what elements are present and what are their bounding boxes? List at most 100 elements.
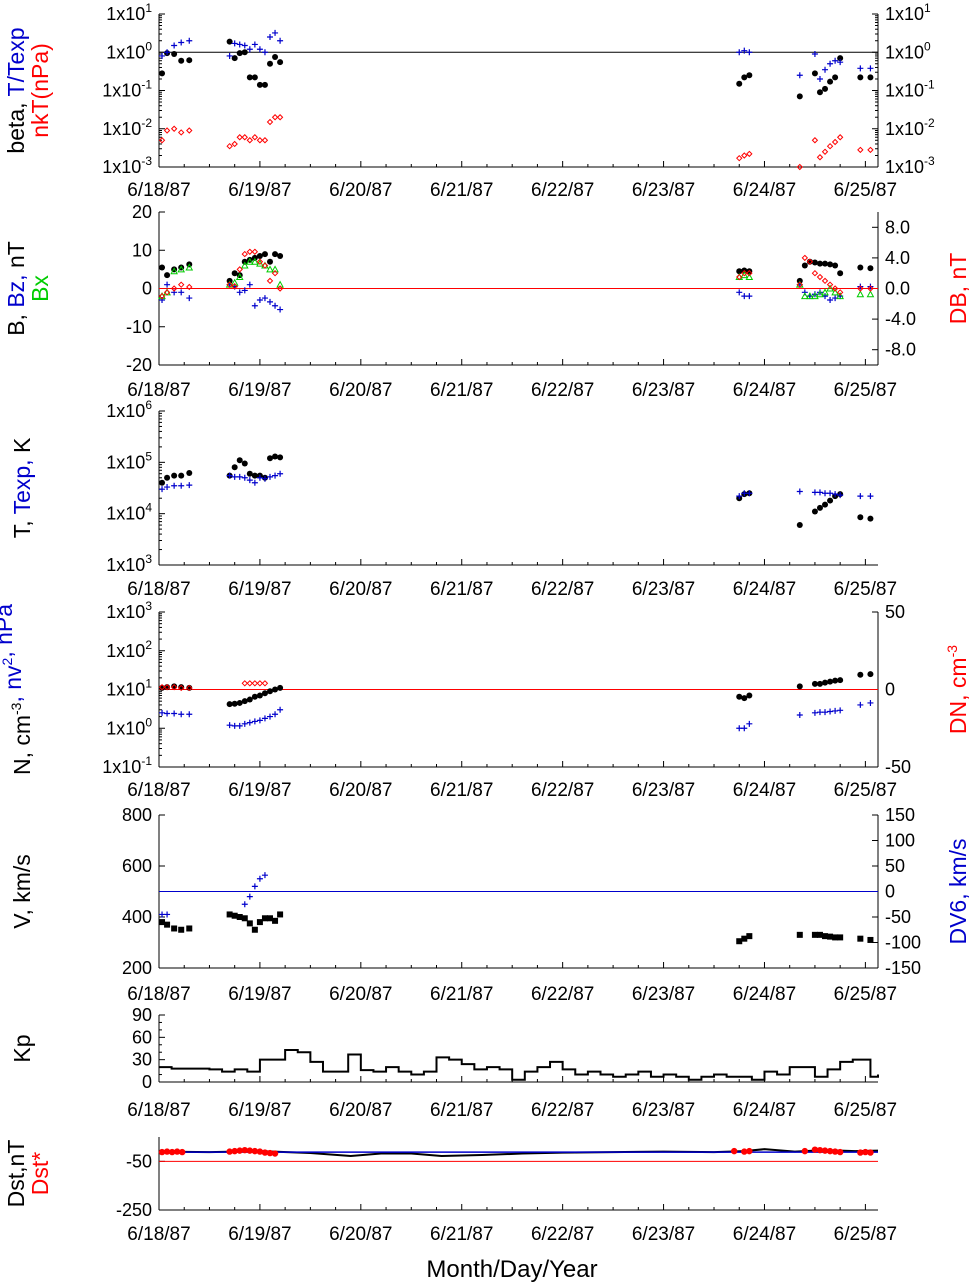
data-point [158,292,166,300]
data-point [236,134,243,141]
x-axis-title: Month/Day/Year [426,1256,597,1283]
x-tick-label: 6/20/87 [329,1100,392,1121]
data-point [272,453,279,460]
data-point [826,142,834,150]
data-point [741,725,748,732]
data-point [867,671,874,678]
y-axis-label: V, km/s [9,854,35,929]
data-point [246,137,254,144]
data-point [827,261,834,268]
x-tick-label: 6/25/87 [834,180,897,201]
data-point [272,302,279,309]
data-point [170,125,178,132]
x-tick-label: 6/24/87 [733,984,796,1005]
data-point [736,289,743,296]
x-tick-label: 6/21/87 [430,1224,493,1245]
y-tick-label: 1x10-3 [102,154,152,177]
data-point [827,490,834,497]
data-point [178,926,185,933]
data-point [236,41,243,48]
data-point [826,284,834,292]
data-point [236,50,243,57]
data-point [826,281,834,288]
x-tick-label: 6/22/87 [531,579,594,600]
y-tick-label: 0 [142,279,152,299]
data-point [267,915,274,922]
y-axis-label: Bx [27,275,53,302]
x-tick-label: 6/25/87 [834,1100,897,1121]
x-tick-label: 6/22/87 [531,180,594,201]
data-point [241,901,248,908]
data-point [857,264,864,271]
data-point [867,146,874,154]
data-point [736,80,743,87]
x-tick-label: 6/23/87 [632,984,695,1005]
data-point [186,469,193,476]
data-point [822,85,829,92]
data-point [741,152,748,159]
data-point [741,47,748,54]
x-tick-label: 6/18/87 [127,984,190,1005]
y-tick-label: -10 [126,317,152,337]
data-point [267,258,274,265]
x-tick-label: 6/22/87 [531,780,594,801]
data-point [164,272,171,279]
y-tick-label: 800 [122,805,152,825]
y-axis-label: N, cm-3, nv2, nPa [0,604,35,775]
data-point [251,74,258,81]
data-point [811,709,818,716]
x-tick-label: 6/22/87 [531,380,594,401]
data-point [236,1147,243,1154]
data-point [796,711,803,718]
data-point [821,288,829,296]
data-point [827,708,834,715]
data-point [831,285,839,292]
panel-density: 6/18/87 6/19/87 6/20/87 6/21/87 6/22/87 6/23/… [0,599,971,801]
data-point [816,709,823,716]
x-tick-label: 6/21/87 [430,579,493,600]
data-point [822,709,829,716]
x-tick-label: 6/25/87 [834,380,897,401]
right-y-tick-label: 1x101 [885,1,931,24]
x-tick-label: 6/20/87 [329,380,392,401]
data-point [746,269,753,277]
y-tick-label: 1x104 [106,501,152,524]
y-tick-label: 30 [132,1050,152,1070]
data-point [806,258,814,265]
data-point [261,295,268,302]
data-point [741,695,748,702]
x-tick-label: 6/24/87 [733,579,796,600]
data-point [186,37,193,44]
y-tick-label: 90 [132,1005,152,1025]
x-tick-label: 6/23/87 [632,1224,695,1245]
right-y-tick-label: 0 [885,680,895,700]
data-point [170,285,178,292]
data-point [261,872,268,879]
data-point [236,699,243,706]
data-point [266,265,274,273]
data-point [746,933,753,940]
data-point [177,684,185,692]
data-point [158,137,166,144]
data-point [796,931,803,938]
y-axis-label: B, Bz, nT [3,241,29,336]
data-point [159,264,166,271]
data-point [246,74,253,81]
data-point [801,1147,809,1155]
data-point [806,292,814,300]
data-point [811,137,819,144]
data-point [811,259,818,266]
data-point [231,700,238,707]
data-point [796,522,803,529]
data-point [867,936,874,943]
data-point [246,1147,254,1154]
data-point [164,49,171,56]
data-point [246,281,253,288]
data-point [256,252,263,259]
data-point [173,1148,181,1155]
x-tick-label: 6/25/87 [834,984,897,1005]
data-point [867,265,874,272]
data-point [241,474,248,481]
data-point [171,51,178,58]
